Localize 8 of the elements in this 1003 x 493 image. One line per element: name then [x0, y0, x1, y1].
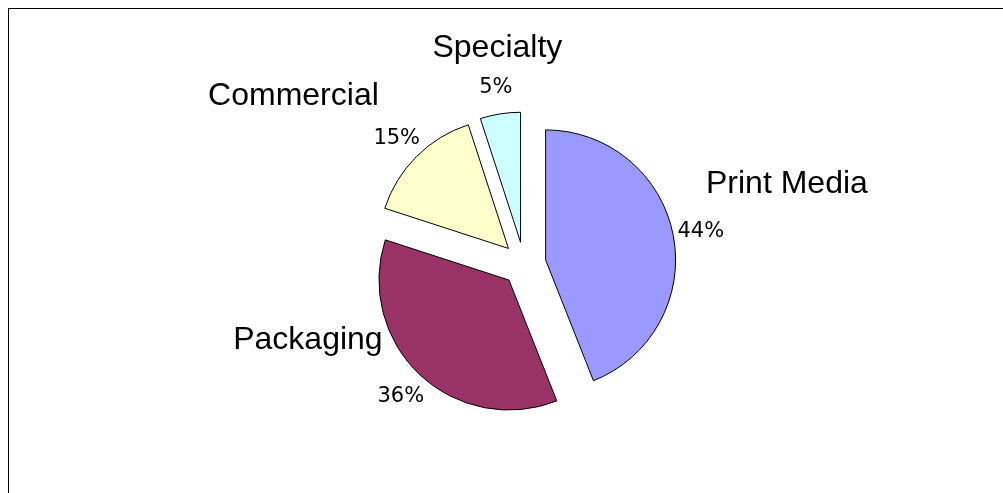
- slice-label: Commercial: [208, 75, 379, 112]
- slice-label: Packaging: [233, 319, 383, 356]
- data-label: 44%: [677, 218, 725, 243]
- data-label: 5%: [479, 74, 513, 99]
- data-label: 15%: [373, 124, 421, 149]
- slice-label: Print Media: [705, 164, 869, 201]
- slice-label: Specialty: [432, 28, 563, 65]
- data-label: 36%: [377, 383, 425, 408]
